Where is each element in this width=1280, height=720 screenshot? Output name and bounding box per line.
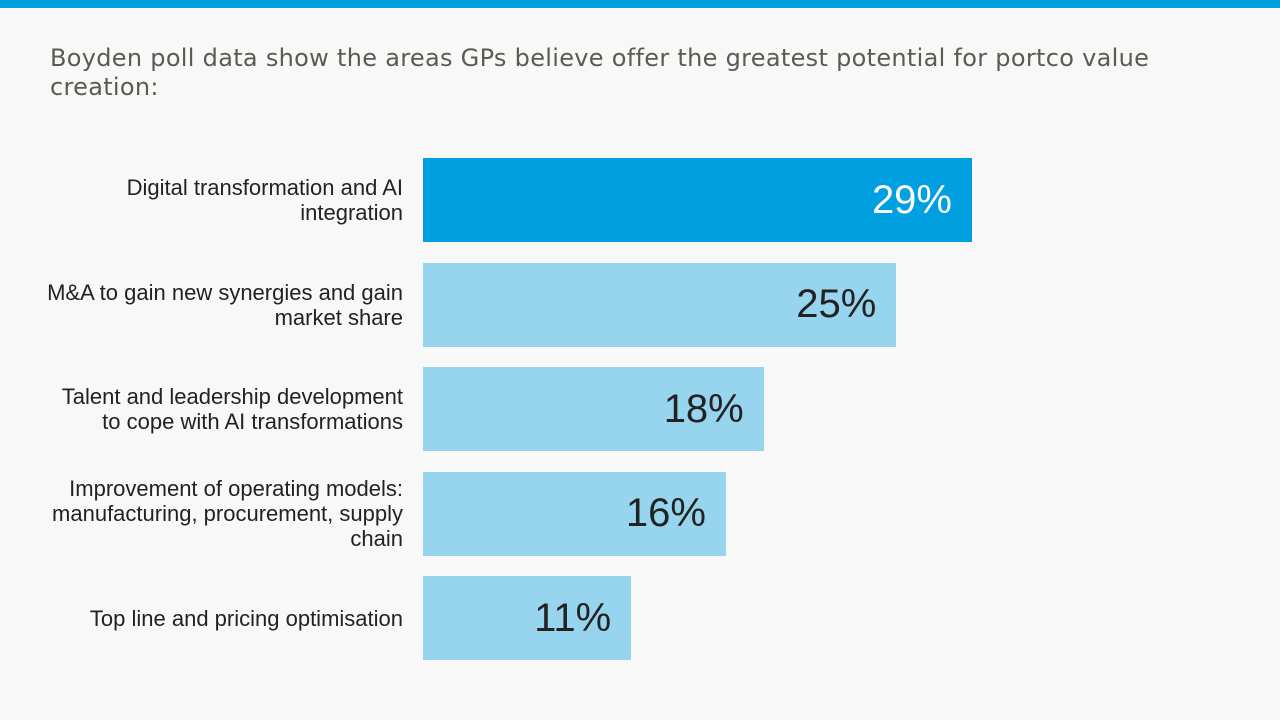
bar [423, 367, 764, 451]
value-label: 25% [796, 282, 877, 326]
category-label: Top line and pricing optimisation [89, 605, 403, 631]
bar [423, 576, 632, 660]
value-label: 11% [534, 595, 612, 640]
value-label: 16% [625, 491, 706, 535]
bar [423, 262, 897, 347]
value-label: 18% [663, 386, 744, 431]
category-label: Digital transformation and AI integratio… [126, 175, 403, 225]
bar [423, 471, 726, 556]
bar [423, 158, 972, 242]
category-label: Talent and leadership development to cop… [61, 384, 403, 434]
value-label: 29% [871, 177, 952, 222]
category-label: M&A to gain new synergies and gain marke… [47, 279, 403, 330]
category-label: Improvement of operating models: manufac… [52, 476, 403, 551]
top-bar [0, 0, 1280, 8]
chart-title: Boyden poll data show the areas GPs beli… [50, 44, 1150, 101]
